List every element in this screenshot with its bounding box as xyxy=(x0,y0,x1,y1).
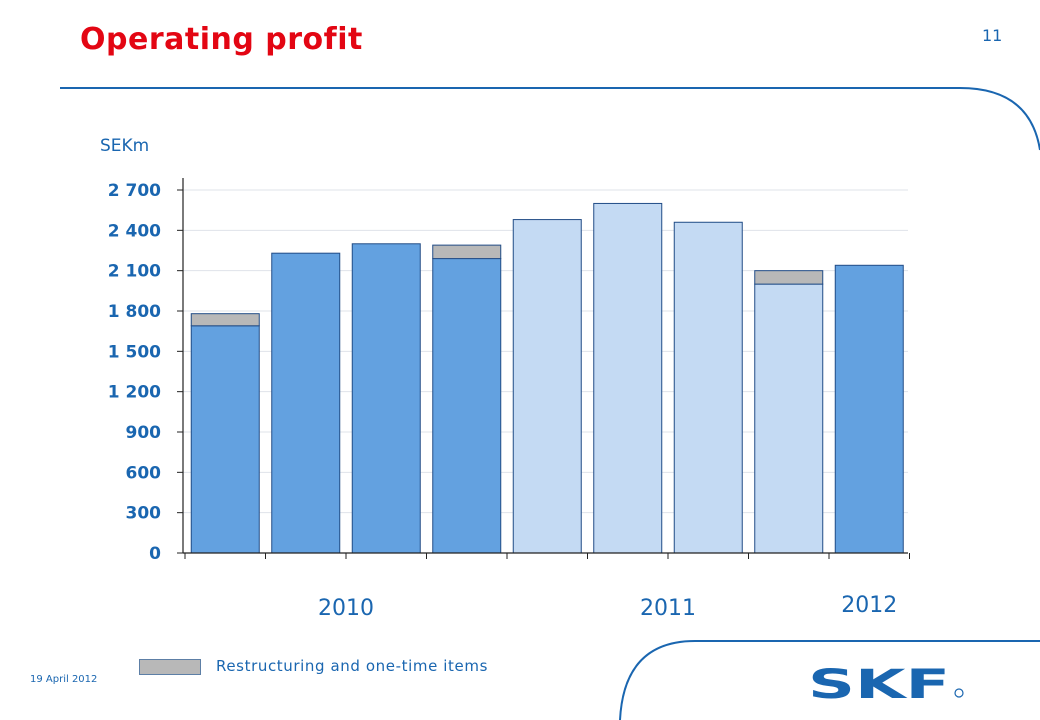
y-tick-label: 2 700 xyxy=(108,181,161,201)
footer-date: 19 April 2012 xyxy=(30,674,98,685)
y-tick-label: 1 800 xyxy=(108,302,161,322)
operating-profit-chart: 0 300 600 900 1 200 1 500 1 800 2 100 2 400 2 700… xyxy=(108,178,910,621)
bar-restructuring xyxy=(754,270,824,285)
bar-operating-profit xyxy=(351,243,421,554)
x-year-label: 2012 xyxy=(841,593,897,618)
y-tick-label: 300 xyxy=(126,504,162,524)
legend-label-restructuring: Restructuring and one-time items xyxy=(216,657,488,675)
y-tick-label: 600 xyxy=(126,463,162,483)
x-year-label: 2010 xyxy=(318,596,374,621)
y-tick-label: 2 100 xyxy=(108,262,161,282)
bar-restructuring xyxy=(190,313,260,327)
y-tick-label: 0 xyxy=(149,544,161,564)
page-title: Operating profit xyxy=(80,22,363,57)
axes xyxy=(177,178,910,559)
bar-operating-profit xyxy=(593,202,663,554)
bar-operating-profit xyxy=(271,252,341,554)
bar-operating-profit xyxy=(754,283,824,554)
page-number: 11 xyxy=(982,26,1003,45)
bar-operating-profit xyxy=(190,325,260,554)
x-year-label: 2011 xyxy=(640,596,696,621)
y-tick-label: 1 500 xyxy=(108,342,161,362)
y-tick-label: 1 200 xyxy=(108,383,161,403)
bars xyxy=(190,202,904,554)
y-tick-label: 900 xyxy=(126,423,162,443)
bar-operating-profit xyxy=(673,221,743,554)
axis-labels: 0 300 600 900 1 200 1 500 1 800 2 100 2 400 2 700… xyxy=(108,181,897,621)
unit-label: SEKm xyxy=(100,136,150,156)
skf-logo: SKF xyxy=(808,664,964,704)
bar-restructuring xyxy=(432,244,502,260)
logo-text: SKF xyxy=(808,664,950,704)
bar-operating-profit xyxy=(432,258,502,554)
legend-swatch-restructuring xyxy=(139,659,201,675)
y-tick-label: 2 400 xyxy=(108,221,161,241)
bar-operating-profit xyxy=(512,219,582,554)
bar-operating-profit xyxy=(834,264,904,554)
